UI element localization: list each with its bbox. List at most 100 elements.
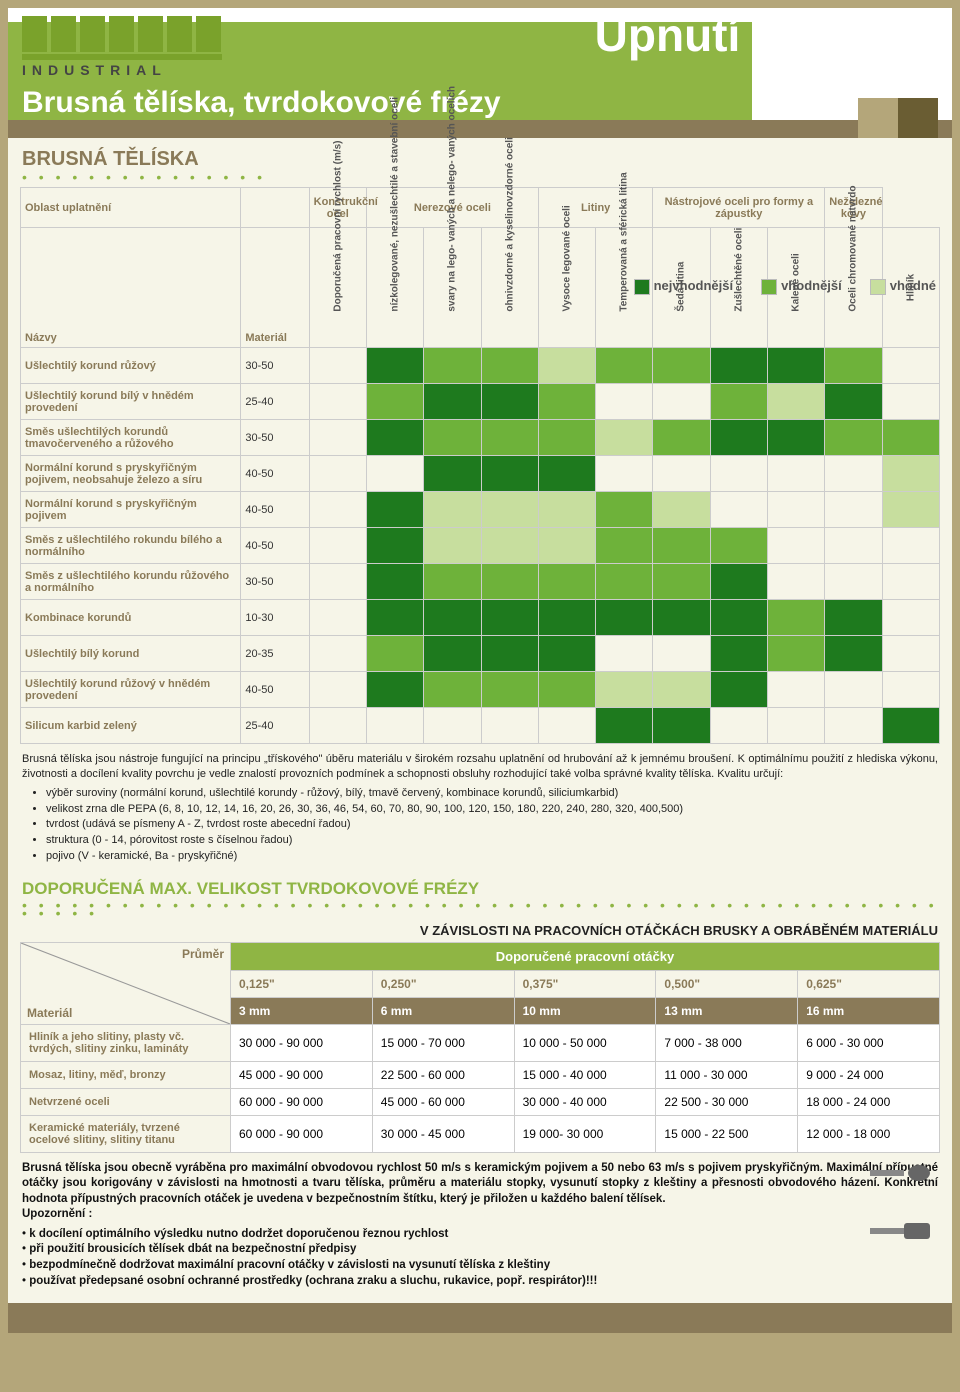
suitability-cell [825, 348, 882, 384]
suitability-cell [481, 456, 538, 492]
body-list-item: velikost zrna dle PEPA (6, 8, 10, 12, 14… [46, 802, 938, 817]
section1-body: Brusná tělíska jsou nástroje fungující n… [8, 744, 952, 869]
suitability-cell [424, 564, 481, 600]
rpm-cell: 6 000 - 30 000 [798, 1024, 940, 1061]
suitability-cell [481, 384, 538, 420]
body-list-item: tvrdost (udává se písmeny A - Z, tvrdost… [46, 817, 938, 832]
material-row: Hliník a jeho slitiny, plasty vč. tvrdýc… [21, 1024, 231, 1061]
suitability-cell [710, 348, 767, 384]
suitability-cell [596, 564, 653, 600]
suitability-cell [481, 528, 538, 564]
section1-title: BRUSNÁ TĚLÍSKA [8, 138, 952, 173]
suitability-cell [538, 708, 595, 744]
suitability-cell [710, 564, 767, 600]
suitability-cell [710, 672, 767, 708]
suitability-cell [767, 456, 824, 492]
suitability-cell [481, 492, 538, 528]
row-material: 25-40 [241, 708, 309, 744]
suitability-cell [538, 528, 595, 564]
suitability-cell [309, 492, 366, 528]
row-name: Směs ušlechtilých korundů tmavočerveného… [21, 420, 241, 456]
body-list-item: pojivo (V - keramické, Ba - pryskyřičné) [46, 849, 938, 864]
suitability-cell [366, 348, 423, 384]
rpm-cell: 60 000 - 90 000 [231, 1115, 373, 1152]
row-name: Kombinace korundů [21, 600, 241, 636]
row-name: Ušlechtilý bílý korund [21, 636, 241, 672]
suitability-cell [596, 600, 653, 636]
suitability-cell [538, 636, 595, 672]
suitability-cell [366, 492, 423, 528]
burr-icon [870, 1221, 930, 1241]
row-name: Ušlechtilý korund růžový v hnědém proved… [21, 672, 241, 708]
rpm-cell: 30 000 - 40 000 [514, 1088, 656, 1115]
suitability-cell [309, 456, 366, 492]
suitability-cell [596, 708, 653, 744]
foot-bullet: při použití brousicích tělísek dbát na b… [22, 1242, 938, 1258]
suitability-cell [710, 420, 767, 456]
suitability-cell [767, 384, 824, 420]
row-material: 40-50 [241, 528, 309, 564]
foot-paragraph: Brusná tělíska jsou obecně vyráběna pro … [22, 1162, 938, 1205]
page-header: INDUSTRIAL Upnutí nástroje Brusná tělísk… [8, 8, 952, 138]
suitability-cell [767, 492, 824, 528]
row-material: 10-30 [241, 600, 309, 636]
rpm-cell: 15 000 - 70 000 [372, 1024, 514, 1061]
suitability-cell [710, 600, 767, 636]
suitability-cell [366, 708, 423, 744]
rpm-cell: 30 000 - 45 000 [372, 1115, 514, 1152]
suitability-cell [481, 672, 538, 708]
suitability-cell [710, 528, 767, 564]
suitability-cell [596, 528, 653, 564]
suitability-cell [653, 600, 710, 636]
suitability-cell [882, 636, 939, 672]
suitability-cell [825, 564, 882, 600]
suitability-cell [309, 600, 366, 636]
row-name: Ušlechtilý korund růžový [21, 348, 241, 384]
material-row: Netvrzené oceli [21, 1088, 231, 1115]
footer-notes: Brusná tělíska jsou obecně vyráběna pro … [8, 1153, 952, 1303]
suitability-cell [309, 564, 366, 600]
row-name: Normální korund s pryskyřičným pojivem, … [21, 456, 241, 492]
row-material: 40-50 [241, 492, 309, 528]
suitability-cell [366, 384, 423, 420]
row-material: 40-50 [241, 672, 309, 708]
burr-icon [870, 1163, 930, 1183]
row-material: 25-40 [241, 384, 309, 420]
suitability-cell [653, 564, 710, 600]
suitability-cell [596, 672, 653, 708]
suitability-cell [653, 384, 710, 420]
suitability-cell [653, 348, 710, 384]
page-subtitle: Brusná tělíska, tvrdokovové frézy [22, 86, 501, 120]
rpm-cell: 15 000 - 40 000 [514, 1061, 656, 1088]
suitability-cell [309, 708, 366, 744]
body-paragraph: Brusná tělíska jsou nástroje fungující n… [22, 753, 938, 780]
rpm-cell: 12 000 - 18 000 [798, 1115, 940, 1152]
suitability-cell [481, 636, 538, 672]
suitability-cell [424, 420, 481, 456]
suitability-cell [710, 708, 767, 744]
rpm-cell: 45 000 - 90 000 [231, 1061, 373, 1088]
suitability-cell [882, 564, 939, 600]
rpm-cell: 11 000 - 30 000 [656, 1061, 798, 1088]
material-row: Keramické materiály, tvrzené ocelové sli… [21, 1115, 231, 1152]
suitability-cell [653, 636, 710, 672]
suitability-cell [424, 672, 481, 708]
suitability-cell [767, 420, 824, 456]
suitability-cell [366, 564, 423, 600]
suitability-cell [538, 672, 595, 708]
dots-divider: • • • • • • • • • • • • • • • [8, 173, 952, 187]
suitability-cell [825, 384, 882, 420]
suitability-cell [424, 492, 481, 528]
suitability-cell [767, 528, 824, 564]
suitability-cell [653, 708, 710, 744]
suitability-cell [825, 456, 882, 492]
suitability-cell [767, 564, 824, 600]
brand-sub: INDUSTRIAL [22, 62, 222, 78]
suitability-cell [538, 600, 595, 636]
suitability-cell [309, 384, 366, 420]
suitability-cell [366, 456, 423, 492]
suitability-cell [424, 708, 481, 744]
suitability-cell [767, 708, 824, 744]
foot-bullet: k docílení optimálního výsledku nutno do… [22, 1227, 938, 1243]
suitability-cell [882, 420, 939, 456]
